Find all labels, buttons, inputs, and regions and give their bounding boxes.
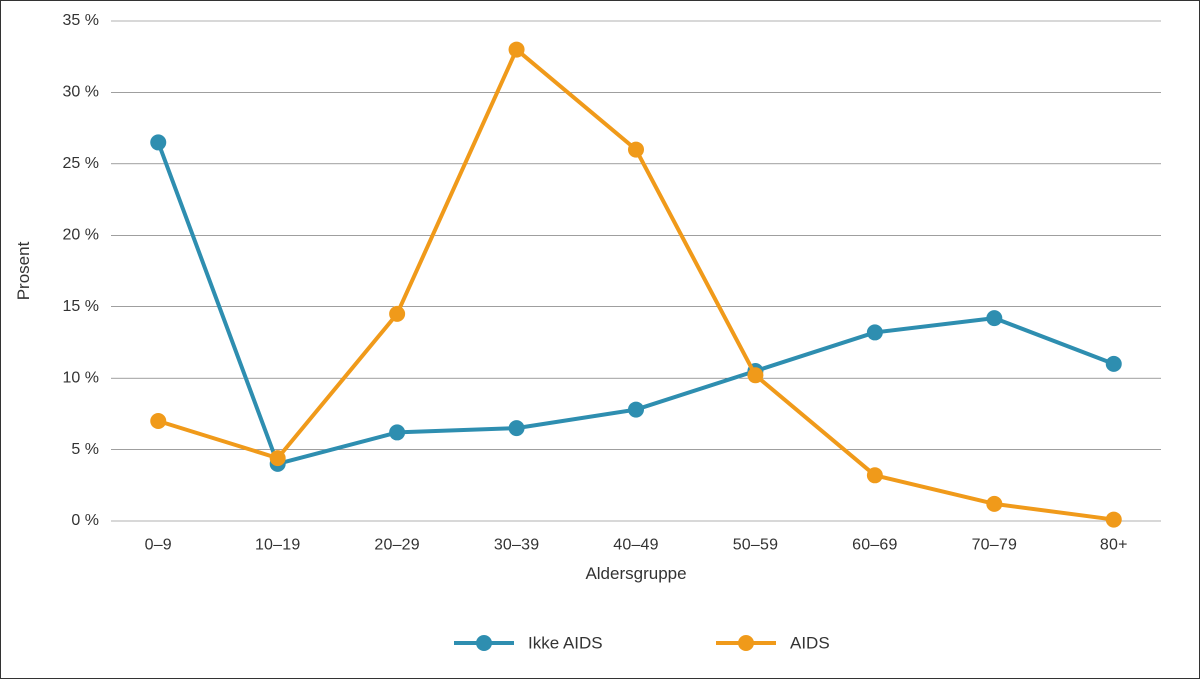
series-marker	[150, 413, 166, 429]
legend-swatch-marker	[476, 635, 492, 651]
series-marker	[986, 310, 1002, 326]
data-series	[150, 42, 1122, 528]
series-marker	[509, 42, 525, 58]
series-marker	[747, 367, 763, 383]
series-marker	[270, 450, 286, 466]
line-chart: 0 % 5 % 10 % 15 % 20 % 25 % 30 % 35 % 0–9 10–19 2…	[1, 1, 1200, 680]
x-tick-label: 20–29	[374, 536, 420, 553]
series-marker	[867, 324, 883, 340]
series-marker	[628, 402, 644, 418]
series-marker	[986, 496, 1002, 512]
series-marker	[389, 424, 405, 440]
gridlines	[111, 21, 1161, 521]
series-line	[158, 50, 1114, 520]
series-marker	[150, 134, 166, 150]
series-marker	[389, 306, 405, 322]
y-tick-label: 5 %	[71, 441, 99, 458]
legend-swatch-marker	[738, 635, 754, 651]
y-tick-labels: 0 % 5 % 10 % 15 % 20 % 25 % 30 % 35 %	[63, 12, 99, 529]
series-marker	[1106, 512, 1122, 528]
y-tick-label: 30 %	[63, 84, 99, 101]
series-marker	[509, 420, 525, 436]
legend: Ikke AIDS AIDS	[454, 633, 830, 652]
x-tick-label: 70–79	[972, 536, 1018, 553]
y-tick-label: 20 %	[63, 227, 99, 244]
x-tick-labels: 0–9 10–19 20–29 30–39 40–49 50–59 60–69 70–79 80…	[145, 536, 1128, 553]
y-tick-label: 10 %	[63, 369, 99, 386]
x-tick-label: 40–49	[613, 536, 659, 553]
y-tick-label: 35 %	[63, 12, 99, 29]
x-tick-label: 80+	[1100, 536, 1128, 553]
x-tick-label: 10–19	[255, 536, 301, 553]
y-axis-title: Prosent	[14, 241, 33, 300]
y-tick-label: 15 %	[63, 298, 99, 315]
x-axis-title: Aldersgruppe	[585, 564, 686, 583]
x-tick-label: 60–69	[852, 536, 898, 553]
x-tick-label: 50–59	[733, 536, 779, 553]
legend-label: Ikke AIDS	[528, 633, 603, 652]
y-tick-label: 25 %	[63, 155, 99, 172]
series-marker	[867, 467, 883, 483]
chart-frame: 0 % 5 % 10 % 15 % 20 % 25 % 30 % 35 % 0–9 10–19 2…	[0, 0, 1200, 679]
legend-label: AIDS	[790, 633, 830, 652]
series-marker	[1106, 356, 1122, 372]
x-tick-label: 30–39	[494, 536, 540, 553]
y-tick-label: 0 %	[71, 512, 99, 529]
x-tick-label: 0–9	[145, 536, 172, 553]
series-marker	[628, 142, 644, 158]
